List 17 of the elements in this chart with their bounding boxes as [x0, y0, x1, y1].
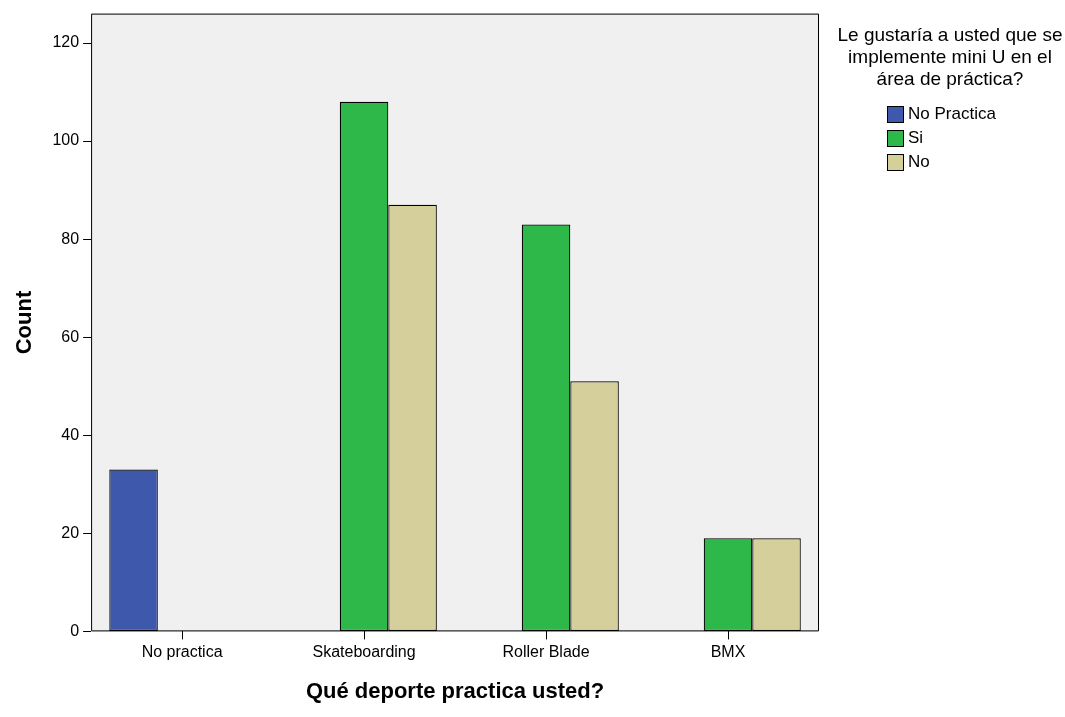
x-tick-label: BMX [710, 643, 746, 661]
legend-label: No [908, 152, 930, 172]
x-tick-label: No practica [141, 643, 223, 661]
x-tick-label: Skateboarding [312, 643, 416, 661]
x-tick-label: Roller Blade [502, 643, 590, 661]
legend-label: Si [908, 128, 924, 148]
y-tick-label: 0 [70, 621, 80, 639]
legend-label: No Practica [908, 104, 996, 124]
y-tick-label: 100 [52, 131, 80, 149]
y-axis-title: Count [11, 290, 37, 355]
y-tick-label: 20 [61, 523, 80, 541]
y-tick-label: 40 [61, 425, 80, 443]
legend-title: Le gustaría a usted que se implemente mini U en el área de práctica? [836, 24, 1064, 90]
y-tick-label: 80 [61, 229, 80, 247]
y-tick-label: 120 [52, 33, 80, 51]
y-tick-label: 60 [61, 327, 80, 345]
x-axis-title: Qué deporte practica usted? [305, 677, 605, 703]
